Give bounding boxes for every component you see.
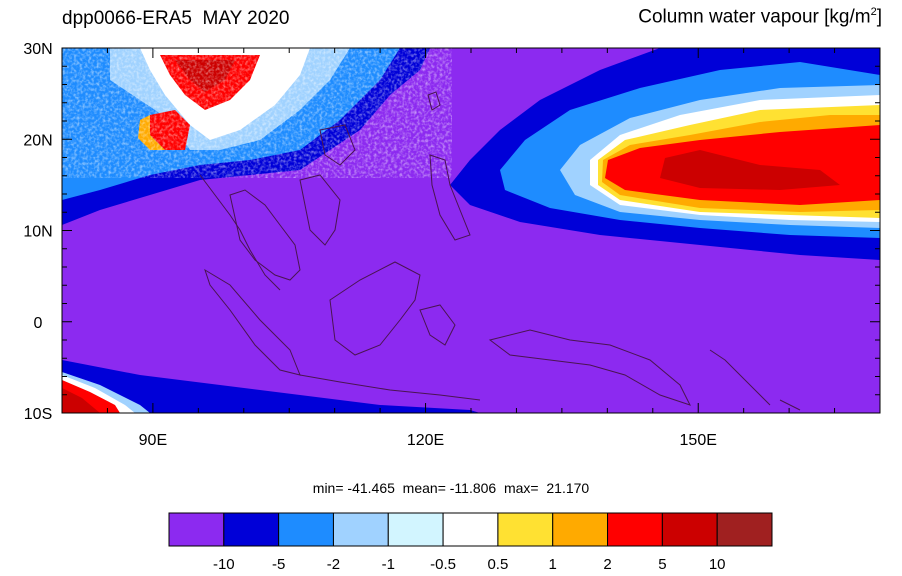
map-panel: 90E 120E 150E 30N 20N 10N 0 10S: [23, 41, 881, 449]
colorbar-box: [332, 512, 389, 547]
colorbar-label: 10: [709, 556, 726, 573]
statistics-summary: min= -41.465 mean= -11.806 max= 21.170: [312, 480, 590, 496]
y-axis: 30N 20N 10N 0 10S: [23, 41, 880, 423]
colorbar-box: [552, 512, 609, 547]
colorbar-box: [497, 512, 554, 547]
y-tick-label: 30N: [23, 41, 52, 58]
colorbar-label: 1: [549, 556, 557, 573]
colorbar-boxes: [168, 512, 773, 547]
colorbar-box: [278, 512, 334, 547]
colorbar-label: 5: [658, 556, 666, 573]
colorbar-box: [168, 512, 225, 547]
colorbar-box: [607, 512, 663, 547]
colorbar-labels: -10 -5 -2 -1 -0.5 0.5 1 2 5 10: [213, 556, 726, 573]
colorbar-label: 2: [603, 556, 611, 573]
colorbar-label: -2: [327, 556, 340, 573]
y-tick-label: 10N: [23, 224, 52, 241]
variable-name: Column water vapour [kg/m: [638, 6, 871, 28]
colorbar-label: 0.5: [487, 556, 508, 573]
colorbar-box: [442, 512, 499, 547]
colorbar-box: [661, 512, 718, 547]
field-region-sw-darkred: [62, 388, 100, 413]
field-region-wp-darkred: [660, 150, 840, 190]
colorbar-label: -10: [213, 556, 235, 573]
colorbar-box: [223, 512, 280, 547]
plot-title-right: Column water vapour [kg/m2]: [638, 6, 882, 28]
map-field: [62, 48, 880, 413]
y-tick-label: 10S: [24, 406, 52, 423]
y-tick-label: 20N: [23, 132, 52, 149]
x-tick-label: 120E: [407, 432, 444, 449]
colorbar-label: -5: [272, 556, 285, 573]
x-tick-label: 150E: [680, 432, 717, 449]
x-tick-label: 90E: [139, 432, 167, 449]
unit-superscript: 2: [870, 6, 877, 18]
colorbar-label: -0.5: [430, 556, 456, 573]
y-tick-label: 0: [34, 315, 43, 332]
plot-title-left: dpp0066-ERA5 MAY 2020: [62, 8, 290, 29]
colorbar-box: [387, 512, 444, 547]
field-noise-overlay: [62, 48, 452, 178]
field-region-sw-blue: [62, 360, 480, 413]
colorbar-label: -1: [382, 556, 395, 573]
colorbar-box: [716, 512, 773, 547]
x-axis: 90E 120E 150E: [106, 48, 836, 449]
unit-suffix: ]: [876, 6, 882, 28]
coastlines: [199, 91, 801, 411]
